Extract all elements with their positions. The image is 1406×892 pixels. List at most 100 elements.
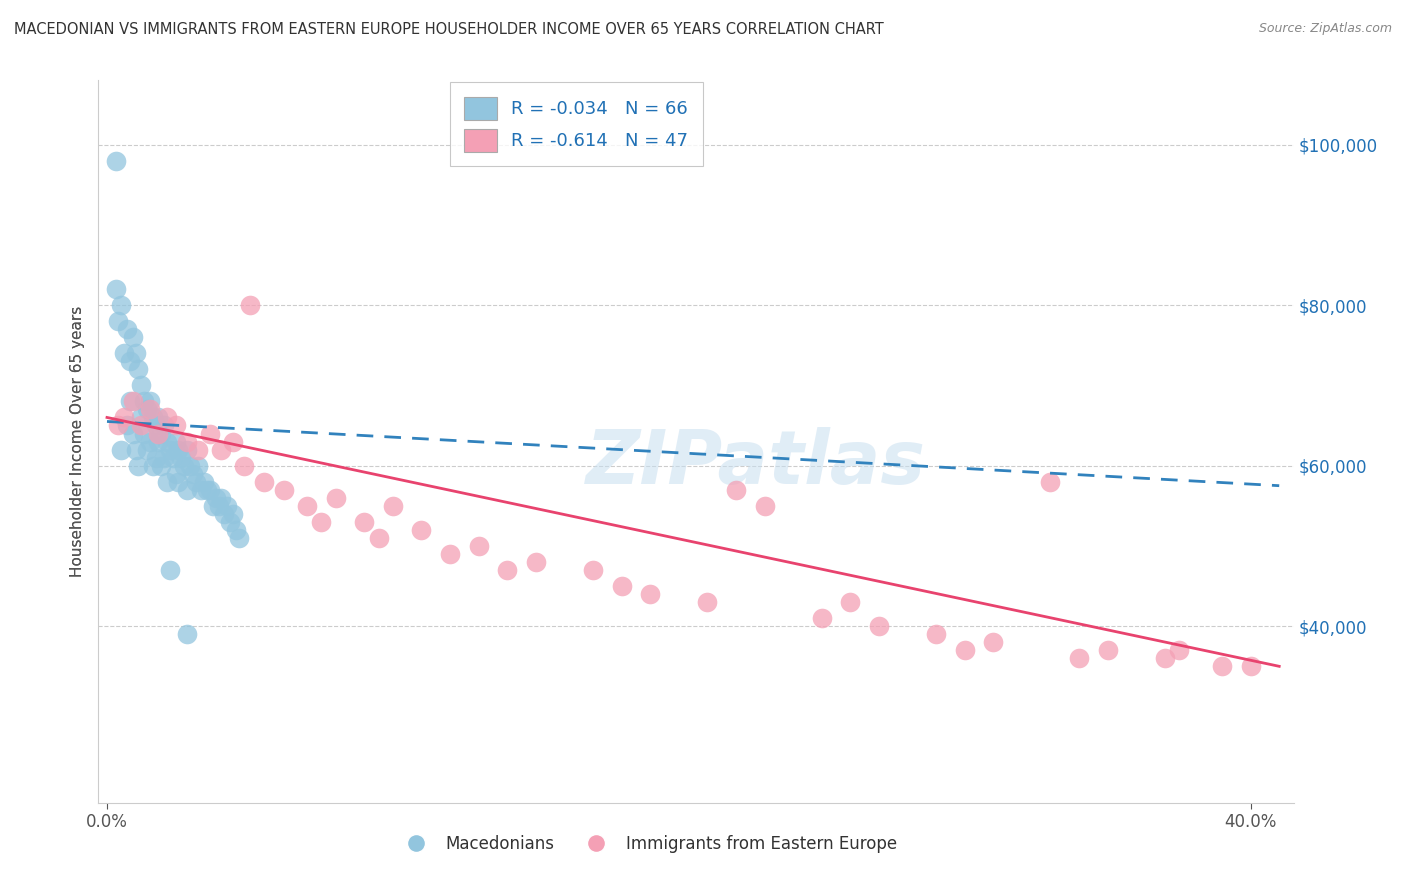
Point (195, 483, 218, 497)
Point (582, 563, 605, 577)
Legend: Macedonians, Immigrants from Eastern Europe: Macedonians, Immigrants from Eastern Eur… (392, 828, 904, 860)
Point (1239, 659, 1261, 673)
Point (1039, 475, 1062, 489)
Point (187, 458, 209, 473)
Point (104, 282, 127, 296)
Point (228, 531, 250, 545)
Point (839, 595, 862, 609)
Text: Source: ZipAtlas.com: Source: ZipAtlas.com (1258, 22, 1392, 36)
Point (118, 394, 141, 409)
Point (165, 418, 187, 433)
Point (184, 475, 207, 489)
Point (638, 587, 661, 601)
Point (145, 450, 167, 465)
Point (187, 442, 209, 457)
Point (110, 442, 132, 457)
Point (124, 346, 146, 360)
Point (367, 531, 389, 545)
Y-axis label: Householder Income Over 65 years: Householder Income Over 65 years (69, 306, 84, 577)
Point (225, 523, 247, 537)
Point (121, 330, 143, 344)
Point (925, 627, 948, 641)
Point (136, 402, 159, 417)
Point (124, 442, 146, 457)
Point (1067, 651, 1090, 665)
Point (353, 515, 375, 529)
Point (201, 499, 224, 513)
Point (810, 611, 832, 625)
Point (107, 418, 129, 433)
Point (253, 475, 276, 489)
Point (467, 539, 489, 553)
Point (411, 523, 433, 537)
Point (127, 362, 149, 376)
Point (112, 346, 135, 360)
Text: MACEDONIAN VS IMMIGRANTS FROM EASTERN EUROPE HOUSEHOLDER INCOME OVER 65 YEARS CO: MACEDONIAN VS IMMIGRANTS FROM EASTERN EU… (14, 22, 884, 37)
Point (222, 434, 245, 449)
Point (311, 515, 333, 529)
Point (1097, 643, 1119, 657)
Point (165, 434, 187, 449)
Point (153, 450, 176, 465)
Point (127, 458, 149, 473)
Point (198, 483, 221, 497)
Point (193, 475, 215, 489)
Point (868, 619, 890, 633)
Point (131, 418, 153, 433)
Point (150, 426, 173, 441)
Point (198, 426, 221, 441)
Point (212, 507, 235, 521)
Point (981, 635, 1004, 649)
Point (325, 491, 347, 505)
Point (115, 418, 138, 433)
Point (142, 458, 165, 473)
Point (953, 643, 976, 657)
Point (1211, 659, 1233, 673)
Point (176, 434, 198, 449)
Point (159, 442, 181, 457)
Point (134, 394, 156, 409)
Point (121, 394, 143, 409)
Point (139, 434, 162, 449)
Point (295, 499, 318, 513)
Point (1153, 651, 1175, 665)
Point (165, 467, 187, 481)
Point (110, 298, 132, 312)
Point (107, 314, 129, 328)
Point (153, 418, 176, 433)
Point (217, 499, 239, 513)
Point (121, 426, 143, 441)
Point (173, 458, 195, 473)
Point (696, 595, 718, 609)
Point (115, 322, 138, 336)
Point (1168, 643, 1191, 657)
Point (176, 627, 198, 641)
Point (610, 579, 633, 593)
Point (134, 426, 156, 441)
Point (219, 515, 242, 529)
Point (754, 499, 776, 513)
Y-axis label: Householder Income Over 65 years: Householder Income Over 65 years (69, 306, 84, 577)
Point (170, 450, 193, 465)
Point (118, 354, 141, 368)
Point (381, 499, 404, 513)
Point (181, 467, 204, 481)
Point (145, 418, 167, 433)
Point (167, 475, 190, 489)
Point (204, 491, 226, 505)
Point (176, 483, 198, 497)
Point (209, 442, 232, 457)
Point (524, 555, 547, 569)
Point (156, 475, 179, 489)
Point (148, 434, 170, 449)
Point (131, 410, 153, 425)
Point (131, 378, 153, 392)
Point (233, 458, 256, 473)
Point (239, 298, 262, 312)
Point (724, 483, 747, 497)
Point (156, 434, 179, 449)
Point (159, 563, 181, 577)
Point (176, 442, 198, 457)
Point (162, 450, 184, 465)
Point (148, 410, 170, 425)
